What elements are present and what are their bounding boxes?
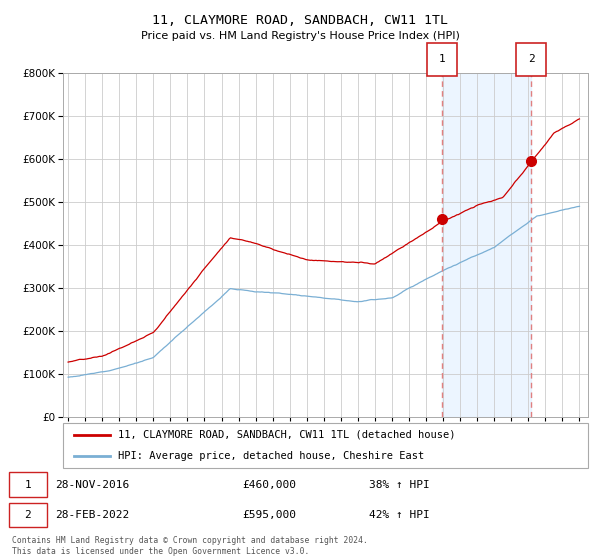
Bar [442,73,531,417]
Text: 2: 2 [25,510,31,520]
Text: 11, CLAYMORE ROAD, SANDBACH, CW11 1TL (detached house): 11, CLAYMORE ROAD, SANDBACH, CW11 1TL (d… [118,430,455,440]
Text: £460,000: £460,000 [242,479,296,489]
Text: Contains HM Land Registry data © Crown copyright and database right 2024.
This d: Contains HM Land Registry data © Crown c… [12,536,368,556]
Text: £595,000: £595,000 [242,510,296,520]
Text: 11, CLAYMORE ROAD, SANDBACH, CW11 1TL: 11, CLAYMORE ROAD, SANDBACH, CW11 1TL [152,14,448,27]
Text: 28-NOV-2016: 28-NOV-2016 [55,479,130,489]
Text: 2: 2 [528,54,535,64]
Text: 28-FEB-2022: 28-FEB-2022 [55,510,130,520]
FancyBboxPatch shape [9,472,47,497]
Text: Price paid vs. HM Land Registry's House Price Index (HPI): Price paid vs. HM Land Registry's House … [140,31,460,41]
Text: HPI: Average price, detached house, Cheshire East: HPI: Average price, detached house, Ches… [118,450,424,460]
Text: 1: 1 [439,54,445,64]
Text: 42% ↑ HPI: 42% ↑ HPI [369,510,430,520]
Text: 38% ↑ HPI: 38% ↑ HPI [369,479,430,489]
FancyBboxPatch shape [9,503,47,528]
Text: 1: 1 [25,479,31,489]
